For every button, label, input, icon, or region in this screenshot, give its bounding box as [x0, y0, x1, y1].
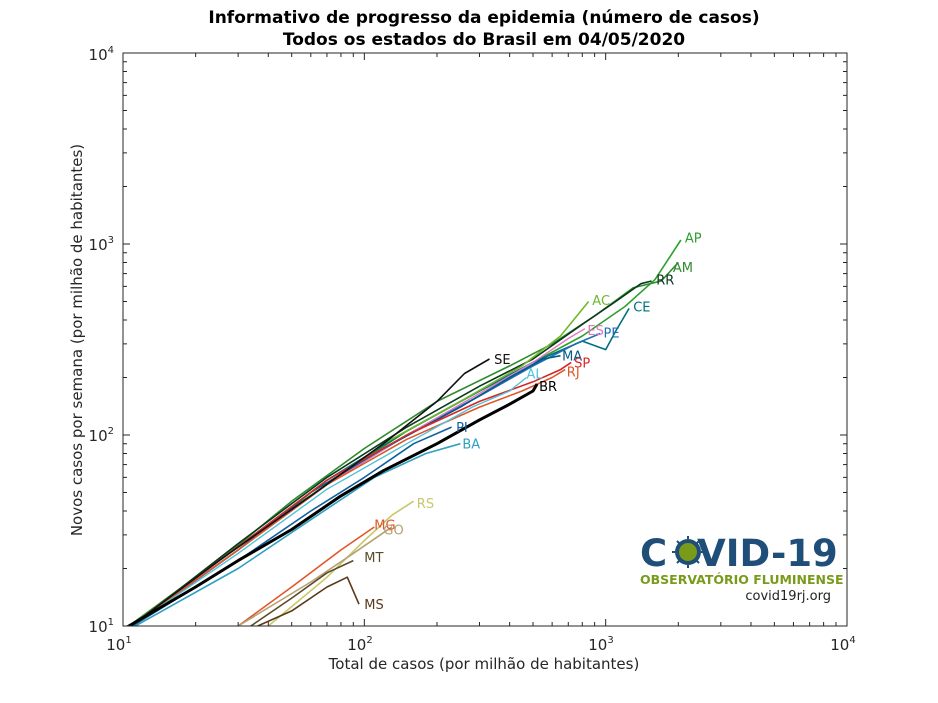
y-tick-label: 102: [89, 426, 114, 445]
series-line-go: [236, 526, 393, 626]
series-label-pi: PI: [456, 421, 468, 436]
series-label-se: SE: [494, 353, 510, 368]
series-label-rj: RJ: [567, 366, 580, 381]
y-axis-label: Novos casos por semana (por milhão de ha…: [68, 144, 86, 536]
chart-subtitle: Todos os estados do Brasil em 04/05/2020: [283, 30, 685, 50]
logo-url: covid19rj.org: [745, 589, 831, 604]
series-line-sp: [129, 361, 572, 626]
plot-frame: [122, 52, 848, 627]
axis-ticks: [122, 52, 848, 627]
y-tick-label: 101: [89, 617, 114, 636]
y-tick-labels: 101 102 103 104: [89, 45, 114, 636]
series-label-ce: CE: [633, 301, 650, 316]
series-line-mg: [236, 526, 375, 626]
x-tick-label: 101: [106, 635, 131, 654]
series-label-ap: AP: [685, 232, 702, 247]
virus-icon: [672, 536, 704, 568]
logo-title: C VID-19: [640, 532, 838, 575]
series-line-se: [129, 358, 490, 626]
y-tick-label: 104: [89, 45, 114, 64]
series-label-sp: SP: [574, 356, 590, 371]
y-tick-label: 103: [89, 235, 114, 254]
series-label-ba: BA: [462, 438, 480, 453]
x-tick-label: 104: [830, 635, 855, 654]
series-label-br: BR: [539, 380, 557, 395]
series-label-al: AL: [527, 368, 544, 383]
series-label-ms: MS: [364, 598, 383, 613]
x-tick-label: 103: [588, 635, 613, 654]
series-label-es: ES: [587, 324, 603, 339]
series-lines: [125, 239, 682, 626]
series-label-ma: MA: [562, 350, 582, 365]
series-label-ac: AC: [592, 294, 610, 309]
series-label-rr: RR: [656, 274, 674, 289]
series-line-rr: [130, 280, 652, 626]
series-label-am: AM: [673, 261, 693, 276]
x-tick-label: 102: [347, 635, 372, 654]
series-line-mt: [249, 559, 354, 626]
series-label-go: GO: [383, 524, 403, 539]
series-line-br: [125, 383, 539, 626]
series-label-mt: MT: [364, 551, 383, 566]
series-label-pe: PE: [604, 326, 620, 341]
series-line-ms: [255, 576, 360, 626]
logo-subtitle: OBSERVATÓRIO FLUMINENSE: [640, 572, 844, 587]
chart-title: Informativo de progresso da epidemia (nú…: [208, 8, 759, 28]
series-label-rs: RS: [417, 497, 434, 512]
series-line-ba: [133, 442, 461, 626]
series-label-mg: MG: [374, 519, 395, 534]
series-line-al: [130, 376, 527, 626]
x-axis-label: Total de casos (por milhão de habitantes…: [328, 655, 640, 673]
x-tick-labels: 101 102 103 104: [106, 635, 855, 654]
covid-logo: C VID-19 OBSERVATÓRIO FLUMINENSE covid19r…: [640, 532, 844, 604]
